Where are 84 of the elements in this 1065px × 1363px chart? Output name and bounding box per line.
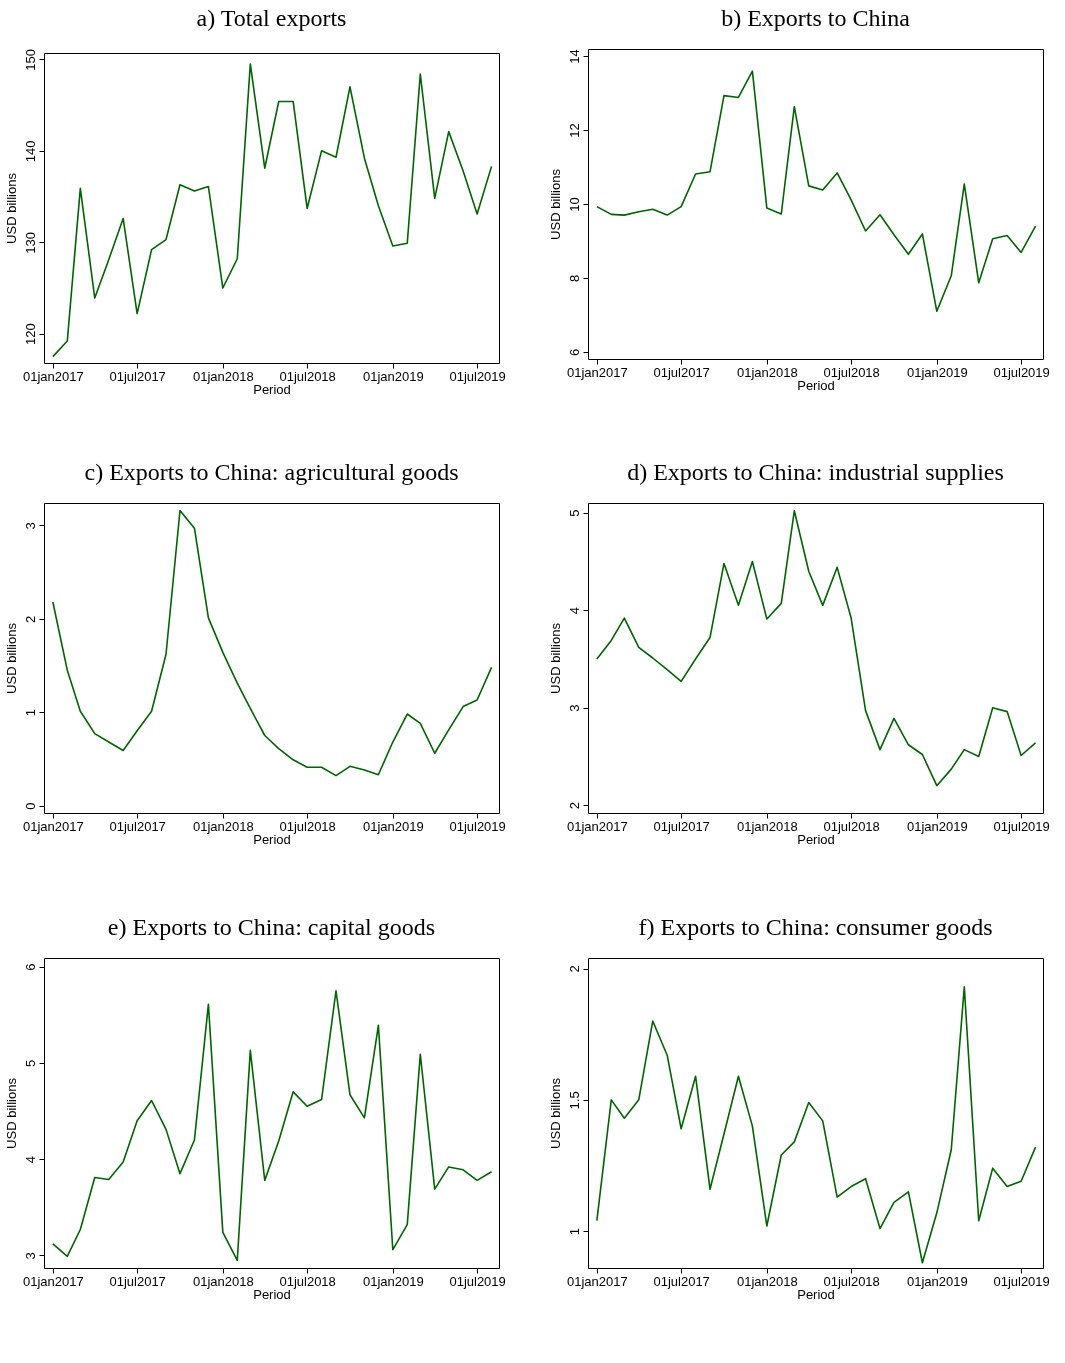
x-tick-label: 01jan2018 — [192, 368, 254, 384]
x-tick-label: 01jan2019 — [906, 1273, 968, 1289]
x-tick-label: 01jan2017 — [566, 1273, 628, 1289]
x-axis-title: Period — [797, 377, 835, 393]
x-axis-title: Period — [797, 1286, 835, 1302]
x-tick-label: 01jan2019 — [906, 818, 968, 834]
x-tick-label: 01jul2017 — [653, 818, 710, 834]
y-tick-label: 12 — [566, 123, 582, 138]
x-tick-label: 01jan2019 — [906, 364, 968, 380]
x-tick-label: 01jul2018 — [279, 1273, 336, 1289]
y-tick-label: 3 — [566, 704, 582, 712]
chart-title: d) Exports to China: industrial supplies — [627, 459, 1004, 485]
x-tick-label: 01jan2019 — [362, 818, 424, 834]
x-tick-label: 01jul2018 — [823, 364, 880, 380]
y-tick-label: 5 — [22, 1059, 38, 1068]
x-tick-label: 01jul2017 — [109, 1273, 166, 1289]
line-series — [596, 510, 1037, 787]
line-series — [596, 986, 1037, 1264]
y-axis-title: USD billions — [3, 622, 19, 694]
x-tick-label: 01jan2019 — [362, 368, 424, 384]
x-tick-label: 01jul2017 — [109, 368, 166, 384]
x-tick-label: 01jan2017 — [566, 364, 628, 380]
line-series — [596, 70, 1037, 313]
y-tick-label: 1.5 — [566, 1091, 582, 1110]
y-tick-label: 8 — [566, 274, 582, 283]
y-tick-label: 2 — [566, 802, 582, 810]
y-axis-title: USD billions — [547, 622, 563, 694]
x-tick-label: 01jul2019 — [993, 1273, 1050, 1289]
chart-title: e) Exports to China: capital goods — [107, 914, 436, 940]
line-series — [52, 63, 493, 358]
x-tick-label: 01jul2018 — [823, 1273, 880, 1289]
y-axis-title: USD billions — [547, 1077, 563, 1149]
x-tick-label: 01jan2017 — [22, 1273, 84, 1289]
y-axis-title: USD billions — [547, 168, 563, 240]
y-tick-label: 2 — [22, 615, 38, 623]
x-tick-label: 01jul2019 — [449, 818, 506, 834]
x-tick-label: 01jul2019 — [449, 1273, 506, 1289]
x-axis-title: Period — [253, 831, 291, 847]
y-tick-label: 6 — [22, 963, 38, 971]
x-tick-label: 01jan2017 — [22, 818, 84, 834]
x-tick-label: 01jul2019 — [993, 818, 1050, 834]
x-tick-label: 01jan2017 — [566, 818, 628, 834]
x-tick-label: 01jan2017 — [22, 368, 84, 384]
y-tick-label: 140 — [22, 140, 38, 163]
x-tick-label: 01jul2018 — [279, 818, 336, 834]
x-tick-label: 01jul2017 — [109, 818, 166, 834]
y-axis-title: USD billions — [3, 172, 19, 244]
x-tick-label: 01jul2017 — [653, 364, 710, 380]
y-tick-label: 10 — [566, 197, 582, 212]
x-tick-label: 01jan2018 — [192, 818, 254, 834]
chart-title: a) Total exports — [196, 4, 347, 31]
x-tick-label: 01jan2019 — [362, 1273, 424, 1289]
x-axis-title: Period — [253, 1286, 291, 1302]
x-tick-label: 01jul2019 — [993, 364, 1050, 380]
y-tick-label: 150 — [22, 49, 38, 71]
x-axis-title: Period — [797, 831, 835, 847]
y-tick-label: 4 — [22, 1156, 38, 1164]
x-tick-label: 01jul2019 — [449, 368, 506, 384]
x-tick-label: 01jan2018 — [736, 364, 798, 380]
y-tick-label: 14 — [566, 49, 582, 64]
line-series — [52, 989, 493, 1262]
y-tick-label: 3 — [22, 1252, 38, 1260]
y-tick-label: 4 — [566, 607, 582, 615]
x-tick-label: 01jan2018 — [736, 818, 798, 834]
y-tick-label: 0 — [22, 802, 38, 810]
chart-title: f) Exports to China: consumer goods — [638, 914, 993, 940]
y-tick-label: 120 — [22, 323, 38, 346]
x-tick-label: 01jul2018 — [279, 368, 336, 384]
y-tick-label: 2 — [566, 965, 582, 973]
line-series — [52, 509, 493, 777]
x-tick-label: 01jul2017 — [653, 1273, 710, 1289]
x-tick-label: 01jul2018 — [823, 818, 880, 834]
y-tick-label: 3 — [22, 522, 38, 530]
chart-title: b) Exports to China — [721, 4, 911, 31]
x-tick-label: 01jan2018 — [736, 1273, 798, 1289]
y-tick-label: 6 — [566, 348, 582, 357]
y-tick-label: 1 — [566, 1228, 582, 1236]
y-tick-label: 5 — [566, 509, 582, 517]
y-tick-label: 130 — [22, 231, 38, 254]
y-tick-label: 1 — [22, 709, 38, 717]
x-axis-title: Period — [253, 381, 291, 397]
x-tick-label: 01jan2018 — [192, 1273, 254, 1289]
y-axis-title: USD billions — [3, 1077, 19, 1149]
chart-title: c) Exports to China: agricultural goods — [84, 459, 459, 485]
